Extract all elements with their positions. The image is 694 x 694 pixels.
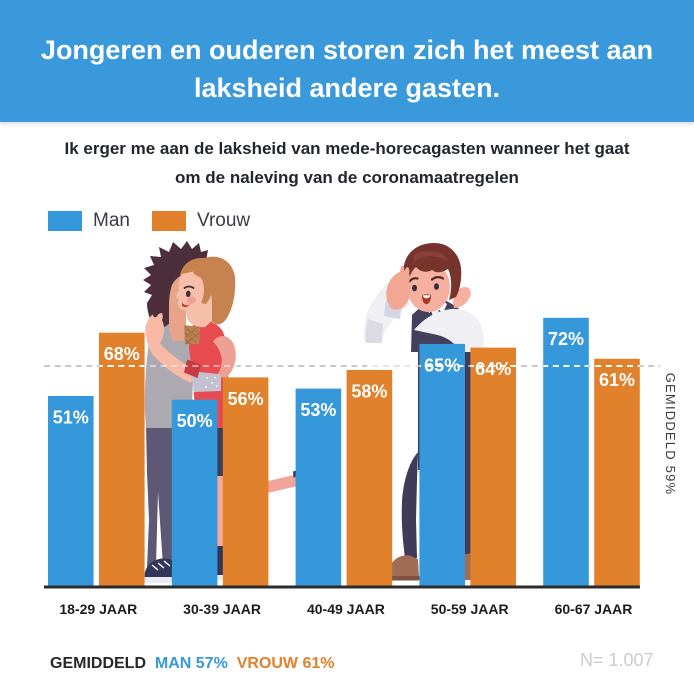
svg-text:58%: 58% — [351, 382, 387, 402]
svg-text:30-39 JAAR: 30-39 JAAR — [183, 601, 261, 617]
svg-text:72%: 72% — [548, 329, 584, 349]
svg-text:40-49 JAAR: 40-49 JAAR — [307, 601, 385, 617]
svg-text:51%: 51% — [53, 408, 89, 428]
svg-text:50%: 50% — [177, 411, 213, 431]
svg-text:50-59 JAAR: 50-59 JAAR — [431, 601, 509, 617]
svg-text:61%: 61% — [599, 370, 635, 390]
svg-text:53%: 53% — [300, 400, 336, 420]
svg-text:68%: 68% — [104, 344, 140, 364]
svg-text:GEMIDDELD 59%: GEMIDDELD 59% — [663, 373, 678, 496]
svg-text:56%: 56% — [228, 389, 264, 409]
svg-text:60-67 JAAR: 60-67 JAAR — [555, 601, 633, 617]
svg-text:18-29 JAAR: 18-29 JAAR — [59, 601, 137, 617]
svg-text:64%: 64% — [475, 359, 511, 379]
svg-text:65%: 65% — [424, 356, 460, 376]
